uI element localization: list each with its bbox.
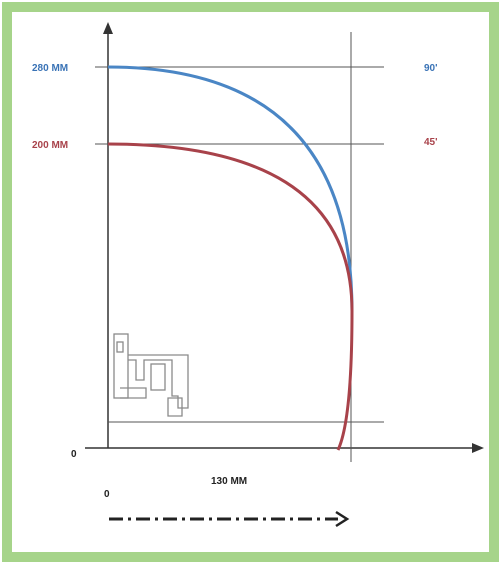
red-radius-label: 200 MM [32, 140, 68, 151]
blue-radius-label: 280 MM [32, 63, 68, 74]
red-angle-label: 45' [424, 137, 438, 148]
red-arc-curve [107, 142, 354, 451]
blue-arc-curve [107, 65, 354, 312]
x-measure-label: 130 MM [211, 476, 247, 487]
origin-y-label: 0 [71, 449, 77, 460]
dash-dot-arrow-icon [109, 510, 350, 528]
x-axis-arrowhead [472, 443, 484, 453]
window-frame-profile-icon [113, 333, 189, 417]
y-axis-arrowhead [103, 22, 113, 34]
blue-angle-label: 90' [424, 63, 438, 74]
origin-x-label: 0 [104, 489, 110, 500]
